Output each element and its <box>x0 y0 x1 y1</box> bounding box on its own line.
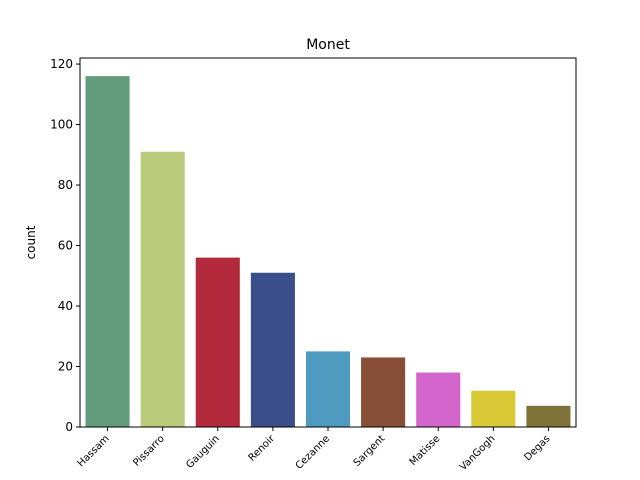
x-tick-label: VanGogh <box>458 433 498 473</box>
bar-matisse <box>416 372 461 427</box>
x-tick-label: Gauguin <box>184 433 221 470</box>
x-tick-label: Hassam <box>76 433 112 469</box>
y-tick-label: 40 <box>58 299 73 313</box>
y-tick-label: 120 <box>50 57 73 71</box>
x-tick-label: Sargent <box>352 433 388 469</box>
bar-pissarro <box>140 151 185 427</box>
y-tick-label: 60 <box>58 239 73 253</box>
x-tick-label: Matisse <box>408 433 443 468</box>
y-tick-label: 20 <box>58 360 73 374</box>
bar-sargent <box>361 357 406 427</box>
plot-frame <box>79 57 577 428</box>
x-tick-label: Cezanne <box>294 433 332 471</box>
y-tick-label: 80 <box>58 178 73 192</box>
bars-group <box>85 76 571 428</box>
bar-cezanne <box>305 351 351 427</box>
bar-degas <box>526 405 571 427</box>
bar-hassam <box>85 76 130 428</box>
y-axis-label: count <box>24 225 38 259</box>
y-tick-label: 100 <box>50 118 73 132</box>
chart-title: Monet <box>306 37 350 53</box>
x-tick-label: Degas <box>522 433 552 463</box>
y-tick-label: 0 <box>65 420 73 434</box>
x-tick-label: Pissarro <box>131 433 166 468</box>
y-axis: 0 20 40 60 80 100 120 <box>50 57 80 434</box>
bar-vangogh <box>471 390 516 427</box>
x-axis: Hassam Pissarro Gauguin Renoir Cezanne Sargen… <box>76 427 553 473</box>
x-tick-label: Renoir <box>247 433 278 464</box>
bar-gauguin <box>195 257 240 427</box>
bar-renoir <box>250 272 295 427</box>
